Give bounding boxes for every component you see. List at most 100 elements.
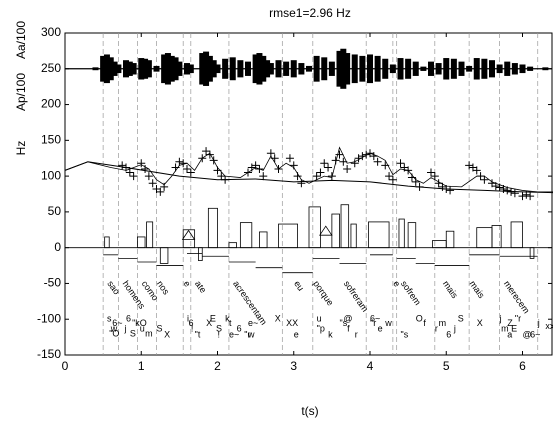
x-tick-label: 0 [62, 359, 69, 373]
accent-command [445, 230, 455, 249]
waveform-burst [542, 67, 549, 71]
accent-command [278, 223, 298, 249]
phoneme-label: w [384, 318, 392, 328]
y-tick-label: 150 [41, 133, 61, 147]
y-tick-label: 250 [41, 61, 61, 75]
f0-point [137, 159, 146, 168]
phoneme-label: O [416, 314, 423, 324]
y-tick-label: 0 [54, 240, 61, 254]
f0-point [129, 172, 138, 181]
waveform-burst [389, 64, 396, 74]
f0-point [434, 179, 443, 188]
phoneme-label: 6 [237, 324, 242, 334]
f0-point [312, 172, 321, 181]
waveform-burst [267, 63, 274, 75]
phoneme-label: S [130, 329, 136, 339]
f0-point [331, 156, 340, 165]
f0-point [251, 161, 260, 170]
y-tick-label: -50 [44, 276, 62, 290]
f0-point [491, 182, 500, 191]
f0-point [427, 168, 435, 177]
waveform-burst [306, 65, 312, 72]
phoneme-label: j [453, 324, 456, 334]
waveform-burst [103, 54, 110, 84]
x-tick-label: 6 [519, 359, 526, 373]
accent-command [137, 236, 146, 249]
waveform-burst [313, 55, 320, 82]
f0-point [293, 172, 302, 181]
waveform-burst [130, 63, 137, 75]
x-tick-label: 1 [138, 359, 145, 373]
accent-command [228, 242, 237, 249]
waveform-burst [382, 58, 389, 79]
f0-point [335, 150, 344, 159]
waveform-burst [187, 64, 194, 74]
phoneme-label: S [157, 324, 163, 334]
f0-point [122, 163, 130, 172]
f0-point [407, 173, 416, 182]
waveform-burst [321, 57, 328, 81]
f0-point [144, 172, 153, 181]
waveform-burst [435, 63, 442, 75]
f0-point [244, 168, 252, 177]
f0-point [183, 164, 191, 173]
accent-command [529, 247, 535, 259]
f0-point [221, 175, 230, 184]
phoneme-label: 6~ [370, 314, 380, 324]
f0-point [141, 164, 150, 173]
f0-point [495, 183, 504, 192]
phoneme-label: S [458, 314, 464, 324]
accent-command [308, 206, 321, 249]
waveform-burst [214, 64, 221, 74]
f0-point [160, 182, 169, 191]
f0-point [480, 175, 489, 184]
phoneme-label: 6~ [530, 329, 540, 339]
accent-command [159, 247, 169, 264]
phoneme-label: i [187, 314, 189, 324]
word-label: merecem [502, 279, 532, 315]
waveform-burst [283, 61, 290, 76]
f0-point [507, 187, 516, 196]
phoneme-label: w [247, 329, 255, 339]
f0-point [148, 179, 157, 188]
waveform-burst [229, 57, 236, 81]
phoneme-label: j [537, 318, 540, 328]
phoneme-label: xxx [545, 321, 553, 331]
accent-command [198, 247, 203, 261]
waveform-burst [145, 60, 152, 78]
waveform-burst [115, 64, 122, 74]
waveform-burst [336, 50, 343, 87]
f0-point [259, 172, 268, 181]
phrase-component-line [64, 161, 553, 194]
phoneme-label: "s [401, 329, 409, 339]
accent-command [104, 236, 110, 249]
phrase-command [181, 229, 196, 240]
phoneme-label: ! [191, 324, 194, 334]
waveform-burst [126, 61, 133, 76]
word-label: sofrem [399, 279, 423, 307]
y-axis-label: Aa/100 [14, 21, 28, 59]
f0-point [297, 179, 306, 188]
phoneme-label: X [164, 329, 170, 339]
phoneme-label: ! [218, 329, 221, 339]
word-label: e [182, 279, 193, 289]
phoneme-label: X [206, 318, 212, 328]
waveform-burst [298, 63, 305, 75]
f0-point [438, 182, 447, 191]
accent-command [146, 221, 154, 249]
phoneme-label: f [347, 324, 350, 334]
waveform-burst [203, 51, 210, 86]
f0-point [285, 154, 294, 163]
phoneme-label: E [210, 314, 216, 324]
waveform-burst [206, 55, 213, 82]
waveform-burst [222, 58, 229, 79]
x-tick-label: 3 [290, 359, 297, 373]
phoneme-label: "O [109, 329, 119, 339]
waveform-burst [252, 54, 259, 84]
f0-point [175, 157, 184, 166]
phoneme-label: a [507, 329, 512, 339]
waveform-burst [92, 67, 99, 71]
f0-point [446, 186, 455, 195]
f0-point [118, 161, 127, 170]
phoneme-label: E [511, 324, 517, 334]
